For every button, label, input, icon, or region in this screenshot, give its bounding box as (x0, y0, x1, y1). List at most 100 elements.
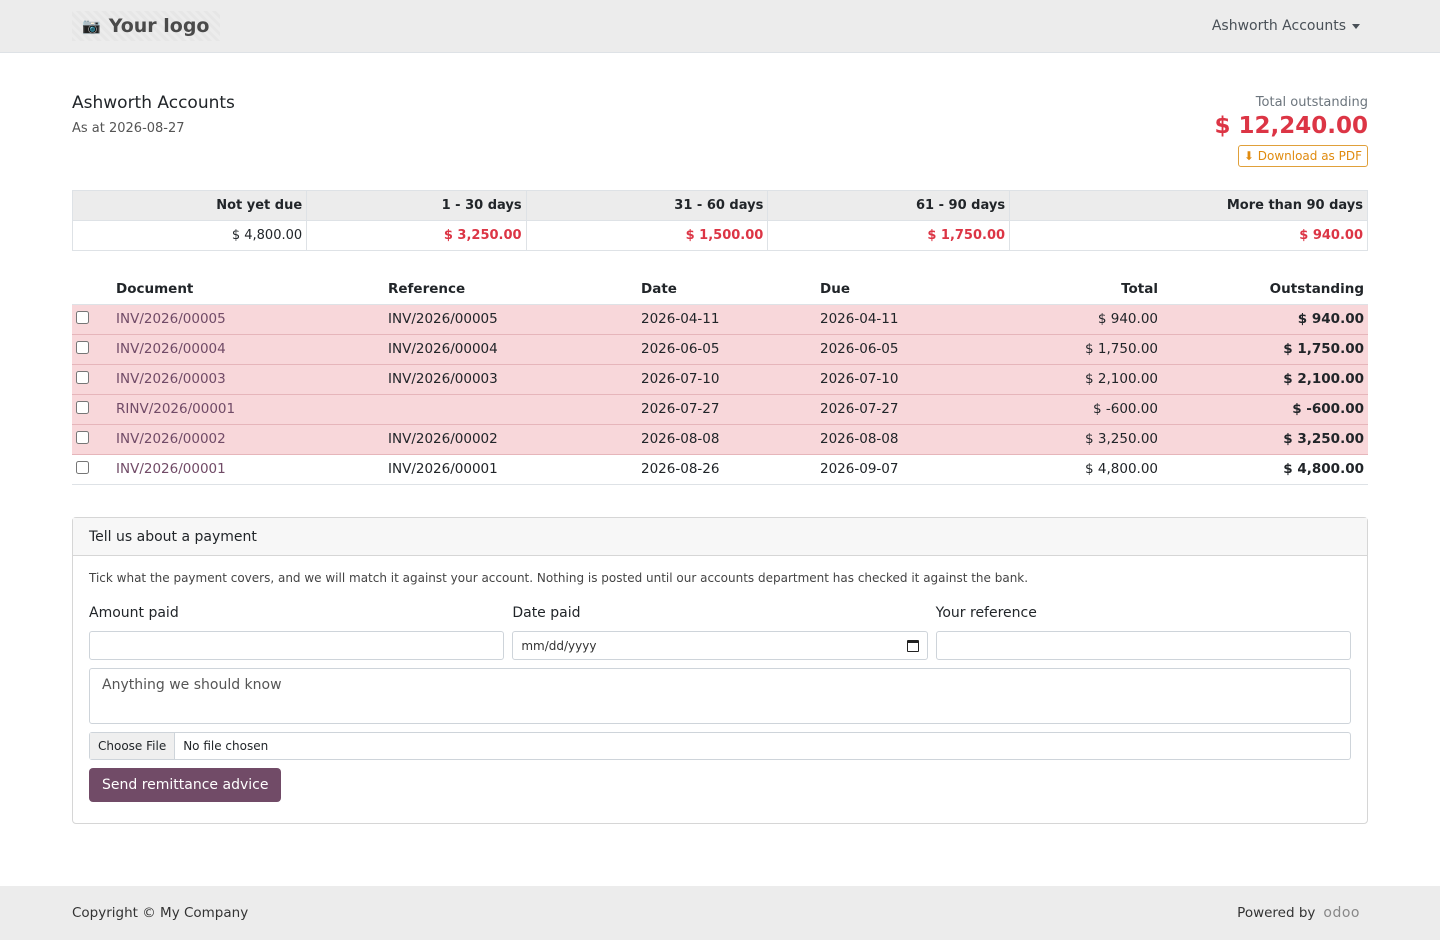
table-row: RINV/2026/00001 2026-07-27 2026-07-27 $ -60… (72, 394, 1368, 425)
total-outstanding-label: Total outstanding (1255, 95, 1368, 110)
document-link[interactable]: RINV/2026/00001 (116, 401, 236, 417)
cell-date: 2026-08-26 (637, 454, 816, 485)
as-at-date: As at 2026-08-27 (72, 121, 185, 136)
file-upload-field[interactable]: Choose File No file chosen (89, 732, 1351, 760)
logo-text: Your logo (108, 15, 210, 37)
total-outstanding-block: Total outstanding $ 12,240.00 ⬇ Download… (1214, 95, 1368, 167)
amount-paid-input[interactable] (89, 631, 505, 660)
aging-value: $ 1,750.00 (767, 220, 1011, 251)
powered-by-label: Powered by (1237, 905, 1316, 921)
cell-outstanding: $ 1,750.00 (1162, 334, 1368, 365)
cell-outstanding: $ -600.00 (1162, 394, 1368, 425)
company-logo[interactable]: 📷 Your logo (72, 11, 220, 41)
cell-total: $ -600.00 (976, 394, 1162, 425)
aging-value: $ 4,800.00 (71, 220, 308, 251)
table-row: INV/2026/00003 INV/2026/00003 2026-07-10 20… (72, 364, 1368, 395)
your-reference-input[interactable] (935, 631, 1351, 660)
column-header-document: Document (112, 274, 384, 305)
column-header-total: Total (976, 274, 1162, 305)
document-link[interactable]: INV/2026/00005 (116, 311, 226, 327)
amount-paid-label: Amount paid (89, 605, 179, 621)
table-row: INV/2026/00002 INV/2026/00002 2026-08-08 20… (72, 424, 1368, 455)
company-name: Ashworth Accounts (72, 93, 235, 113)
cell-reference: INV/2026/00003 (384, 364, 637, 395)
row-select-checkbox[interactable] (76, 370, 89, 384)
cell-outstanding: $ 3,250.00 (1162, 424, 1368, 455)
cell-reference (384, 394, 637, 425)
download-pdf-button[interactable]: ⬇ Download as PDF (1237, 145, 1368, 167)
account-menu-dropdown[interactable]: Ashworth Accounts (1212, 18, 1360, 34)
cell-document: INV/2026/00005 (112, 304, 384, 335)
document-link[interactable]: INV/2026/00001 (116, 461, 226, 477)
row-select-checkbox[interactable] (76, 400, 89, 414)
footer: Copyright © My Company Powered by odoo (0, 886, 1440, 940)
file-status-text: No file chosen (183, 739, 269, 753)
cell-date: 2026-08-08 (637, 424, 816, 455)
cell-outstanding: $ 2,100.00 (1162, 364, 1368, 395)
payment-card: Tell us about a payment Tick what the pa… (72, 517, 1368, 824)
payment-card-title: Tell us about a payment (73, 518, 1367, 556)
cell-select (72, 454, 112, 485)
cell-due: 2026-09-07 (816, 454, 976, 485)
row-select-checkbox[interactable] (76, 340, 89, 354)
cell-total: $ 4,800.00 (976, 454, 1162, 485)
cell-select (72, 364, 112, 395)
row-select-checkbox[interactable] (76, 310, 89, 324)
calendar-icon[interactable] (906, 639, 919, 652)
date-paid-placeholder: mm/dd/yyyy (521, 638, 597, 653)
row-select-checkbox[interactable] (76, 460, 89, 474)
cell-outstanding: $ 4,800.00 (1162, 454, 1368, 485)
cell-reference: INV/2026/00004 (384, 334, 637, 365)
documents-table: Document Reference Date Due Total Outsta… (72, 274, 1368, 485)
cell-total: $ 3,250.00 (976, 424, 1162, 455)
row-select-checkbox[interactable] (76, 430, 89, 444)
column-header-due: Due (816, 274, 976, 305)
copyright-text: Copyright © My Company (72, 905, 249, 921)
cell-select (72, 334, 112, 365)
cell-date: 2026-06-05 (637, 334, 816, 365)
aging-header: 31 - 60 days (525, 190, 769, 221)
download-pdf-label: Download as PDF (1257, 149, 1362, 163)
cell-due: 2026-07-27 (816, 394, 976, 425)
column-header-date: Date (637, 274, 816, 305)
cell-document: INV/2026/00001 (112, 454, 384, 485)
send-remittance-button[interactable]: Send remittance advice (89, 768, 282, 802)
select-column-header (72, 274, 112, 305)
cell-reference: INV/2026/00002 (384, 424, 637, 455)
column-header-outstanding: Outstanding (1162, 274, 1368, 305)
date-paid-input[interactable]: mm/dd/yyyy (512, 631, 928, 660)
aging-header: 1 - 30 days (306, 190, 527, 221)
cell-total: $ 940.00 (976, 304, 1162, 335)
document-link[interactable]: INV/2026/00004 (116, 341, 226, 357)
cell-date: 2026-07-27 (637, 394, 816, 425)
cell-document: INV/2026/00002 (112, 424, 384, 455)
document-link[interactable]: INV/2026/00003 (116, 371, 226, 387)
document-link[interactable]: INV/2026/00002 (116, 431, 226, 447)
top-navbar: 📷 Your logo Ashworth Accounts (0, 0, 1440, 53)
aging-header: Not yet due (71, 190, 308, 221)
chevron-down-icon (1352, 23, 1360, 29)
odoo-logo[interactable]: odoo (1323, 905, 1360, 921)
statement-header: Ashworth Accounts As at 2026-08-27 Total… (72, 93, 1368, 183)
table-row: INV/2026/00005 INV/2026/00005 2026-04-11 20… (72, 304, 1368, 335)
payment-hint: Tick what the payment covers, and we wil… (89, 571, 1029, 585)
cell-due: 2026-04-11 (816, 304, 976, 335)
choose-file-button[interactable]: Choose File (90, 733, 176, 759)
column-header-reference: Reference (384, 274, 637, 305)
aging-value: $ 940.00 (1009, 220, 1368, 251)
date-paid-label: Date paid (512, 605, 581, 621)
aging-table: Not yet due 1 - 30 days 31 - 60 days 61 … (71, 190, 1368, 251)
cell-document: INV/2026/00003 (112, 364, 384, 395)
cell-outstanding: $ 940.00 (1162, 304, 1368, 335)
aging-header: 61 - 90 days (767, 190, 1011, 221)
cell-date: 2026-04-11 (637, 304, 816, 335)
aging-header-row: Not yet due 1 - 30 days 31 - 60 days 61 … (71, 190, 1368, 221)
account-menu-label: Ashworth Accounts (1211, 18, 1346, 34)
cell-due: 2026-06-05 (816, 334, 976, 365)
notes-textarea[interactable]: Anything we should know (89, 668, 1351, 724)
camera-icon: 📷 (82, 17, 101, 35)
cell-due: 2026-08-08 (816, 424, 976, 455)
documents-header-row: Document Reference Date Due Total Outsta… (72, 274, 1368, 305)
cell-reference: INV/2026/00001 (384, 454, 637, 485)
cell-document: RINV/2026/00001 (112, 394, 384, 425)
